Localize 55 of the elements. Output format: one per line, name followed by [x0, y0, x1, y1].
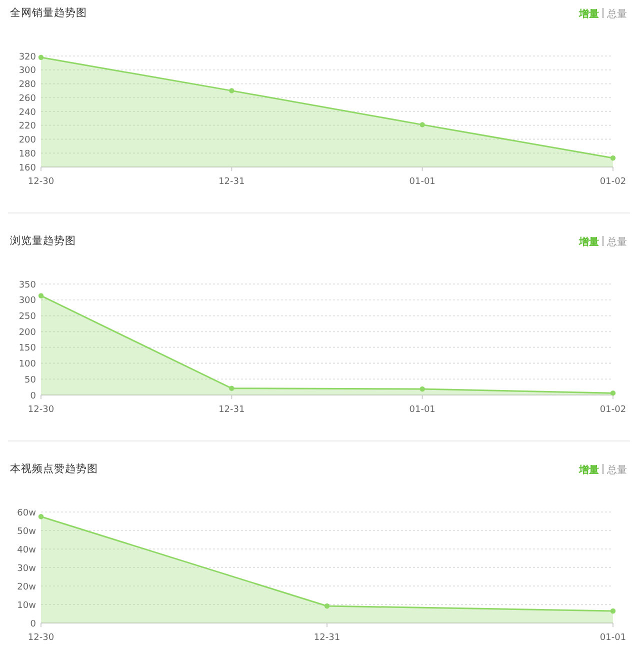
- x-tick-label: 12-30: [28, 405, 54, 415]
- x-tick-label: 12-31: [218, 405, 245, 415]
- y-tick-label: 40w: [17, 545, 36, 556]
- y-tick-label: 200: [18, 136, 36, 146]
- x-tick-label: 01-01: [409, 177, 436, 187]
- point: [38, 514, 44, 520]
- point: [229, 386, 234, 391]
- point: [324, 603, 330, 609]
- x-tick-label: 12-30: [28, 177, 54, 187]
- y-tick-label: 300: [18, 296, 36, 306]
- y-tick-label: 200: [18, 328, 36, 338]
- chart-title: 全网销量趋势图: [10, 6, 87, 19]
- y-tick-label: 220: [18, 122, 36, 132]
- chart-title: 本视频点赞趋势图: [10, 462, 98, 475]
- point: [38, 293, 44, 298]
- x-tick-label: 12-31: [314, 633, 340, 643]
- y-tick-label: 50: [24, 375, 36, 386]
- y-tick-label: 240: [18, 108, 36, 118]
- text: 总量: [606, 236, 627, 248]
- text: 增量: [578, 464, 599, 476]
- point: [610, 390, 616, 396]
- y-tick-label: 60w: [17, 508, 36, 518]
- x-tick-label: 12-30: [28, 633, 54, 643]
- y-tick-label: 280: [18, 80, 36, 90]
- point: [420, 122, 425, 128]
- text: 增量: [578, 236, 599, 248]
- y-tick-label: 160: [18, 163, 36, 174]
- y-tick-label: 10w: [17, 600, 36, 611]
- y-tick-label: 150: [18, 344, 36, 354]
- point: [610, 608, 616, 614]
- x-tick-label: 01-02: [600, 405, 626, 415]
- point: [610, 155, 616, 161]
- point: [229, 88, 234, 94]
- y-tick-label: 250: [18, 312, 36, 322]
- text: 增量: [578, 8, 599, 20]
- y-tick-label: 0: [30, 619, 36, 630]
- text: 总量: [606, 464, 627, 476]
- y-tick-label: 300: [18, 66, 36, 76]
- point: [38, 54, 44, 60]
- x-tick-label: 12-31: [218, 177, 245, 187]
- chart-title: 浏览量趋势图: [10, 234, 76, 247]
- x-tick-label: 01-01: [600, 633, 626, 643]
- y-tick-label: 100: [18, 360, 36, 370]
- y-tick-label: 180: [18, 149, 36, 160]
- point: [420, 386, 425, 392]
- y-tick-label: 320: [18, 52, 36, 62]
- x-tick-label: 01-02: [600, 177, 626, 187]
- y-tick-label: 50w: [17, 526, 36, 537]
- y-tick-label: 350: [18, 280, 36, 290]
- y-tick-label: 30w: [17, 564, 36, 574]
- y-tick-label: 20w: [17, 582, 36, 592]
- text: 总量: [606, 8, 627, 20]
- y-tick-label: 260: [18, 94, 36, 104]
- x-tick-label: 01-01: [409, 405, 436, 415]
- y-tick-label: 0: [30, 391, 36, 402]
